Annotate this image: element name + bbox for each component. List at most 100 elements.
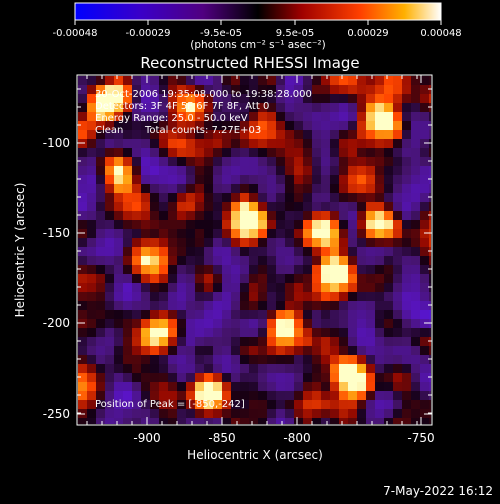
heatmap-pixel: [312, 301, 321, 310]
heatmap-pixel: [204, 112, 213, 121]
heatmap-pixel: [87, 175, 96, 184]
heatmap-pixel: [294, 238, 303, 247]
heatmap-pixel: [384, 211, 393, 220]
heatmap-pixel: [429, 364, 431, 373]
heatmap-pixel: [123, 400, 132, 409]
heatmap-pixel: [429, 418, 431, 424]
heatmap-pixel: [249, 193, 258, 202]
heatmap-pixel: [213, 274, 222, 283]
heatmap-pixel: [303, 202, 312, 211]
heatmap-pixel: [177, 346, 186, 355]
heatmap-pixel: [168, 166, 177, 175]
heatmap-pixel: [384, 364, 393, 373]
heatmap-pixel: [231, 418, 240, 424]
heatmap-pixel: [105, 175, 114, 184]
heatmap-pixel: [339, 202, 348, 211]
heatmap-pixel: [177, 283, 186, 292]
heatmap-pixel: [375, 310, 384, 319]
heatmap-pixel: [312, 166, 321, 175]
heatmap-pixel: [321, 211, 330, 220]
heatmap-pixel: [150, 373, 159, 382]
heatmap-pixel: [321, 148, 330, 157]
heatmap-pixel: [132, 157, 141, 166]
heatmap-pixel: [249, 409, 258, 418]
heatmap-pixel: [339, 148, 348, 157]
heatmap-pixel: [276, 256, 285, 265]
heatmap-pixel: [267, 148, 276, 157]
heatmap-pixel: [195, 112, 204, 121]
heatmap-pixel: [375, 400, 384, 409]
heatmap-pixel: [267, 346, 276, 355]
heatmap-pixel: [195, 310, 204, 319]
heatmap-pixel: [312, 157, 321, 166]
heatmap-pixel: [222, 391, 231, 400]
heatmap-pixel: [303, 103, 312, 112]
heatmap-pixel: [159, 229, 168, 238]
heatmap-pixel: [186, 76, 195, 85]
heatmap-pixel: [204, 229, 213, 238]
heatmap-pixel: [141, 328, 150, 337]
heatmap-pixel: [222, 76, 231, 85]
heatmap-pixel: [393, 130, 402, 139]
heatmap-pixel: [150, 418, 159, 424]
heatmap-pixel: [330, 256, 339, 265]
heatmap-pixel: [303, 211, 312, 220]
heatmap-pixel: [411, 382, 420, 391]
heatmap-pixel: [303, 112, 312, 121]
heatmap-pixel: [186, 166, 195, 175]
heatmap-pixel: [285, 301, 294, 310]
heatmap-pixel: [168, 283, 177, 292]
heatmap-pixel: [132, 202, 141, 211]
heatmap-pixel: [411, 193, 420, 202]
x-axis-label: Heliocentric X (arcsec): [187, 448, 323, 462]
heatmap-pixel: [186, 337, 195, 346]
heatmap-pixel: [402, 76, 411, 85]
heatmap-pixel: [249, 148, 258, 157]
heatmap-pixel: [150, 382, 159, 391]
heatmap-pixel: [87, 139, 96, 148]
heatmap-pixel: [123, 247, 132, 256]
heatmap-pixel: [303, 193, 312, 202]
heatmap-pixel: [150, 139, 159, 148]
heatmap-pixel: [420, 238, 429, 247]
heatmap-pixel: [429, 130, 431, 139]
heatmap-pixel: [393, 346, 402, 355]
heatmap-pixel: [285, 166, 294, 175]
heatmap-pixel: [195, 400, 204, 409]
heatmap-pixel: [375, 94, 384, 103]
heatmap-pixel: [267, 139, 276, 148]
info-detectors: Detectors: 3F 4F 5F 6F 7F 8F, Att 0: [95, 101, 269, 112]
heatmap-pixel: [384, 193, 393, 202]
heatmap-pixel: [276, 220, 285, 229]
heatmap-pixel: [186, 391, 195, 400]
heatmap-pixel: [357, 139, 366, 148]
heatmap-pixel: [393, 292, 402, 301]
heatmap-pixel: [303, 166, 312, 175]
heatmap-pixel: [168, 265, 177, 274]
heatmap-pixel: [249, 355, 258, 364]
heatmap-pixel: [168, 337, 177, 346]
heatmap-pixel: [330, 130, 339, 139]
heatmap-pixel: [240, 256, 249, 265]
heatmap-pixel: [321, 310, 330, 319]
heatmap-pixel: [285, 238, 294, 247]
heatmap-pixel: [231, 85, 240, 94]
heatmap-pixel: [168, 238, 177, 247]
heatmap-pixel: [159, 256, 168, 265]
heatmap-pixel: [240, 265, 249, 274]
heatmap-pixel: [321, 301, 330, 310]
heatmap-pixel: [231, 355, 240, 364]
heatmap-pixel: [78, 157, 87, 166]
heatmap-pixel: [123, 130, 132, 139]
heatmap-pixel: [303, 76, 312, 85]
heatmap-pixel: [312, 265, 321, 274]
heatmap-pixel: [321, 85, 330, 94]
heatmap-pixel: [168, 193, 177, 202]
heatmap-pixel: [96, 364, 105, 373]
heatmap-pixel: [105, 355, 114, 364]
heatmap-pixel: [159, 112, 168, 121]
heatmap-pixel: [141, 94, 150, 103]
heatmap-pixel: [294, 220, 303, 229]
heatmap-pixel: [213, 400, 222, 409]
heatmap-pixel: [411, 292, 420, 301]
